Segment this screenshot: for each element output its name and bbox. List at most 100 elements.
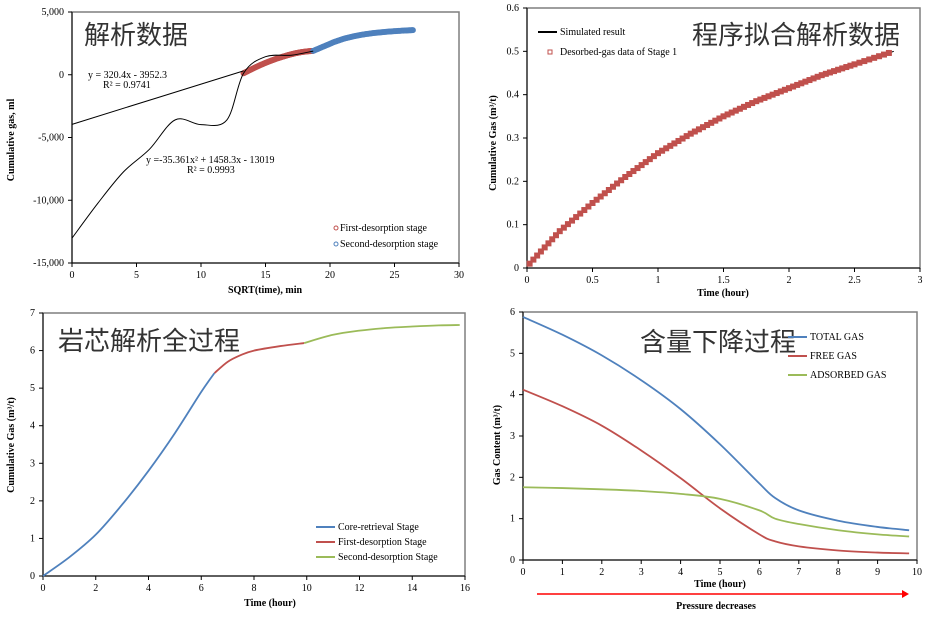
axes: 0 0.5 1 1.5 2 2.5 3 0 0.1 0.2 0.3 0.4 0.5 0.6 <box>507 3 923 286</box>
data-point <box>880 51 887 58</box>
x-tick-label: 14 <box>407 583 417 594</box>
y-axis-label: Cumulative Gas (m³/t) <box>488 95 499 191</box>
panel-content-decline: 0 1 2 3 4 5 6 7 8 9 10 0 1 2 3 4 5 6 含量下降过程 Time (hour) G… <box>492 307 922 612</box>
legend-swatch <box>547 49 553 55</box>
x-tick-label: 6 <box>757 567 762 578</box>
series-line <box>303 324 460 344</box>
pressure-note: Pressure decreases <box>676 601 756 612</box>
x-tick-label: 12 <box>355 583 365 594</box>
x-tick-label: 4 <box>146 583 151 594</box>
panel-program-fit: 0 0.5 1 1.5 2 2.5 3 0 0.1 0.2 0.3 0.4 0.5 0.6 程序拟合解析数… <box>488 3 923 299</box>
y-tick-label: 4 <box>510 390 515 401</box>
y-tick-label: 5 <box>30 383 35 394</box>
data-point <box>589 200 596 206</box>
y-tick-label: 0.1 <box>507 220 520 231</box>
chart-title: 程序拟合解析数据 <box>692 21 900 51</box>
legend-swatch <box>333 241 339 247</box>
series-line <box>522 486 910 538</box>
x-tick-label: 10 <box>912 567 922 578</box>
x-tick-label: 1 <box>560 567 565 578</box>
x-tick-label: 5 <box>718 567 723 578</box>
x-tick-label: 0 <box>70 270 75 281</box>
y-tick-label: 3 <box>510 431 515 442</box>
x-tick-label: 16 <box>460 583 470 594</box>
x-tick-label: 20 <box>325 270 335 281</box>
y-tick-label: 4 <box>30 421 35 432</box>
y-tick-label: 0 <box>514 263 519 274</box>
y-tick-label: -10,000 <box>33 195 64 206</box>
legend-label: TOTAL GAS <box>810 332 864 343</box>
y-tick-label: 5 <box>510 348 515 359</box>
x-tick-label: 25 <box>390 270 400 281</box>
data-point <box>549 236 556 243</box>
legend-label: Desorbed-gas data of Stage 1 <box>560 47 677 58</box>
data-point <box>537 248 544 255</box>
x-tick-label: 2.5 <box>848 275 861 286</box>
x-axis-label: Time (hour) <box>697 288 749 299</box>
y-tick-label: 6 <box>510 307 515 318</box>
y-tick-label: -15,000 <box>33 258 64 269</box>
data-point <box>556 228 563 235</box>
data-point <box>564 221 571 228</box>
y-tick-label: 0.6 <box>507 3 520 14</box>
legend-label: Simulated result <box>560 27 625 38</box>
x-tick-label: 10 <box>302 583 312 594</box>
data-point <box>560 224 567 231</box>
x-tick-label: 8 <box>836 567 841 578</box>
data-point <box>618 177 625 184</box>
linear-fit-equation: y = 320.4x - 3952.3 <box>88 70 167 81</box>
series-line <box>522 388 910 555</box>
y-tick-label: 1 <box>510 514 515 525</box>
legend-label: Core-retrieval Stage <box>338 522 419 533</box>
y-tick-label: 6 <box>30 346 35 357</box>
x-tick-label: 9 <box>875 567 880 578</box>
chart-title: 解析数据 <box>84 21 188 51</box>
data-point <box>885 49 892 56</box>
axes: 0 1 2 3 4 5 6 7 8 9 10 0 1 2 3 4 5 6 <box>510 307 922 578</box>
axes: 0 5 10 15 20 25 30 -15,000 -10,000 -5,000 0 5,000 <box>33 7 464 281</box>
legend-swatch <box>333 225 339 231</box>
x-tick-label: 0.5 <box>586 275 599 286</box>
y-tick-label: 0 <box>30 571 35 582</box>
y-tick-label: 0.2 <box>507 176 520 187</box>
y-tick-label: 0.3 <box>507 133 520 144</box>
x-axis-label: Time (hour) <box>694 579 746 590</box>
data-point <box>609 183 616 190</box>
legend-label: First-desorption Stage <box>338 537 427 548</box>
x-tick-label: 3 <box>918 275 923 286</box>
x-tick-label: 2 <box>787 275 792 286</box>
data-point <box>581 207 588 214</box>
x-tick-label: 7 <box>796 567 801 578</box>
data-point <box>605 187 612 193</box>
x-tick-label: 15 <box>261 270 271 281</box>
data-point <box>569 217 576 224</box>
data-point <box>593 196 600 203</box>
series-line <box>71 70 244 125</box>
data-point <box>871 54 878 61</box>
series-line <box>529 50 894 265</box>
y-tick-label: 0.4 <box>507 90 520 101</box>
legend-label: ADSORBED GAS <box>810 370 886 381</box>
data-point <box>577 210 584 217</box>
data-point <box>573 214 580 221</box>
x-tick-label: 8 <box>252 583 257 594</box>
data-point <box>530 256 537 263</box>
data-point <box>541 244 548 251</box>
x-tick-label: 3 <box>639 567 644 578</box>
series-line <box>71 50 314 239</box>
data-point <box>534 252 541 259</box>
y-tick-label: -5,000 <box>38 133 64 144</box>
data-point <box>601 190 608 197</box>
data-point <box>552 232 559 239</box>
x-tick-label: 0 <box>41 583 46 594</box>
x-tick-label: 1 <box>656 275 661 286</box>
data-point <box>866 56 873 63</box>
quadratic-fit-equation: y =-35.361x² + 1458.3x - 13019 <box>146 155 274 166</box>
data-point <box>545 240 552 247</box>
legend-label: Second-desorption Stage <box>338 552 438 563</box>
data-point <box>597 193 604 200</box>
chart-title: 岩芯解析全过程 <box>58 327 240 357</box>
data-point <box>861 58 868 65</box>
